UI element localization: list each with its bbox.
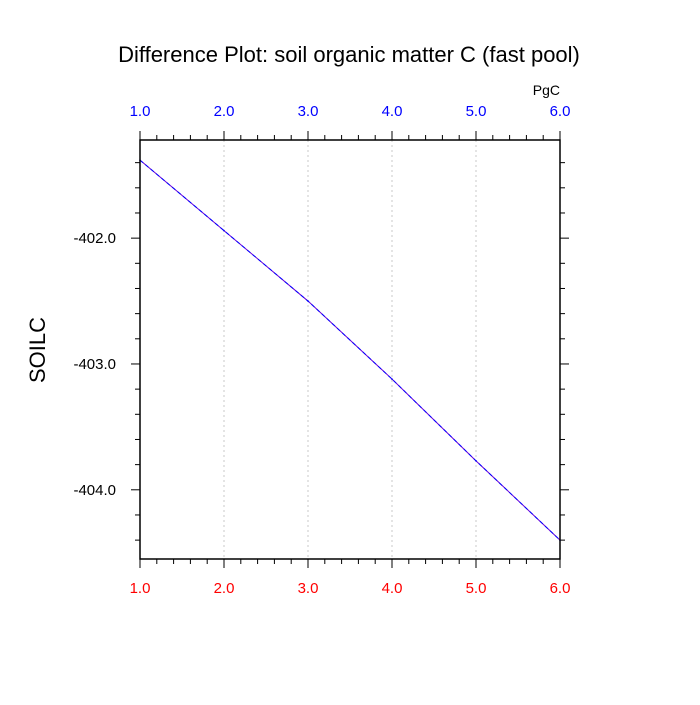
data-point-0-1	[223, 229, 225, 232]
units-label: PgC	[533, 82, 560, 98]
x-tick-label-top-1: 2.0	[214, 103, 235, 120]
series-line-0-b	[139, 159, 561, 541]
x-tick-label-top-3: 4.0	[382, 103, 403, 120]
y-axis-label: SOILC	[25, 317, 50, 383]
x-tick-label-bottom-0: 1.0	[130, 580, 151, 597]
x-tick-label-top-2: 3.0	[298, 103, 319, 120]
y-tick-label-1: -403.0	[73, 356, 116, 373]
x-tick-label-top-0: 1.0	[130, 103, 151, 120]
x-tick-label-bottom-5: 6.0	[550, 580, 571, 597]
y-tick-label-2: -404.0	[73, 482, 116, 499]
x-tick-label-bottom-4: 5.0	[466, 580, 487, 597]
plot-frame	[139, 139, 561, 560]
y-tick-label-0: -402.0	[73, 230, 116, 247]
plot-area: 1.0 1.0 2.0 2.0 3.0 3.0 4.0 4.0 5.0 5.0 6.0 6.0 -402…	[73, 103, 570, 597]
data-point-0-3	[391, 378, 393, 380]
series-line-0-a	[139, 159, 561, 541]
x-tick-label-top-5: 6.0	[550, 103, 571, 120]
x-tick-label-bottom-2: 3.0	[298, 580, 319, 597]
x-tick-label-bottom-3: 4.0	[382, 580, 403, 597]
x-tick-label-bottom-1: 2.0	[214, 580, 235, 597]
x-tick-label-top-4: 5.0	[466, 103, 487, 120]
data-point-0-2	[307, 300, 309, 302]
data-point-0-4	[475, 460, 477, 462]
chart-title: Difference Plot: soil organic matter C (…	[118, 42, 580, 67]
